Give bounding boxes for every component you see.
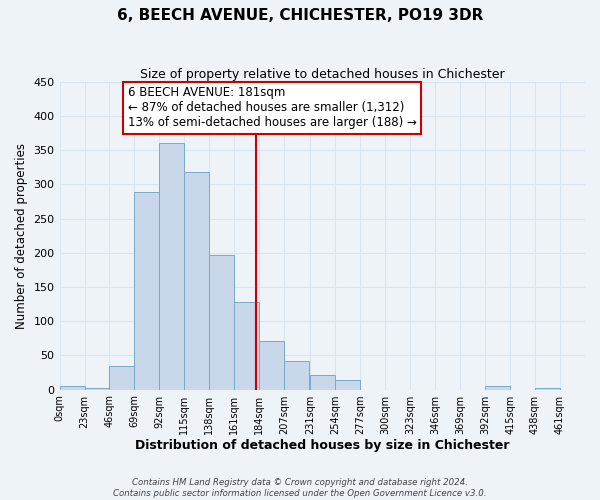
Bar	[109, 366, 134, 390]
Bar	[160, 144, 184, 390]
Bar	[335, 380, 360, 390]
Bar	[209, 255, 235, 390]
X-axis label: Distribution of detached houses by size in Chichester: Distribution of detached houses by size …	[135, 440, 509, 452]
Text: 6, BEECH AVENUE, CHICHESTER, PO19 3DR: 6, BEECH AVENUE, CHICHESTER, PO19 3DR	[117, 8, 483, 22]
Text: 6 BEECH AVENUE: 181sqm
← 87% of detached houses are smaller (1,312)
13% of semi-: 6 BEECH AVENUE: 181sqm ← 87% of detached…	[128, 86, 417, 130]
Title: Size of property relative to detached houses in Chichester: Size of property relative to detached ho…	[140, 68, 505, 80]
Bar	[59, 386, 85, 390]
Bar	[535, 388, 560, 390]
Bar	[134, 192, 160, 390]
Y-axis label: Number of detached properties: Number of detached properties	[15, 142, 28, 328]
Bar	[235, 302, 259, 390]
Bar	[485, 386, 510, 390]
Bar	[284, 361, 309, 390]
Bar	[259, 341, 284, 390]
Bar	[85, 388, 109, 390]
Bar	[310, 374, 335, 390]
Text: Contains HM Land Registry data © Crown copyright and database right 2024.
Contai: Contains HM Land Registry data © Crown c…	[113, 478, 487, 498]
Bar	[184, 172, 209, 390]
